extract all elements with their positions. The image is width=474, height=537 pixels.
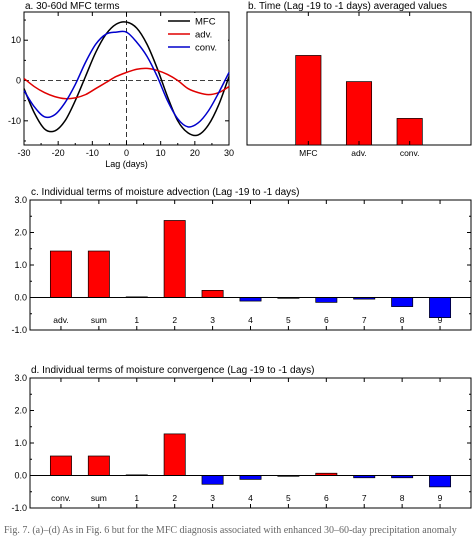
series-line-1	[23, 67, 230, 100]
bar-sum	[87, 250, 110, 298]
panel-a-title: a. 30-60d MFC terms	[25, 1, 119, 12]
category-label: 7	[362, 493, 367, 503]
y-tick-label: 1.0	[14, 438, 27, 448]
y-tick-label: 3.0	[14, 373, 27, 383]
bar-9	[429, 475, 452, 488]
y-tick-label: 1.0	[14, 260, 27, 270]
legend-label-2: conv.	[195, 43, 217, 54]
x-tick-label: 30	[224, 148, 234, 158]
category-label: 8	[400, 493, 405, 503]
category-label: 8	[400, 315, 405, 325]
legend-label-0: MFC	[195, 17, 216, 28]
category-label: adv.	[53, 315, 68, 325]
bar-2	[163, 220, 186, 298]
panel-b-bar-chart: b. Time (Lag -19 to -1 days) averaged va…	[246, 1, 472, 158]
category-label: MFC	[299, 148, 317, 158]
y-tick-label: -1.0	[11, 325, 27, 335]
category-label: 3	[210, 493, 215, 503]
category-label: 2	[172, 315, 177, 325]
y-tick-label: 0.0	[14, 293, 27, 303]
legend-label-1: adv.	[195, 30, 212, 41]
x-tick-label: -20	[52, 148, 65, 158]
bar-4	[239, 297, 262, 302]
category-label: 6	[324, 315, 329, 325]
bar-6	[315, 297, 338, 303]
x-tick-label: -30	[17, 148, 30, 158]
x-tick-label: 0	[124, 148, 129, 158]
x-tick-label: 10	[156, 148, 166, 158]
category-label: sum	[91, 315, 107, 325]
figure-caption: Fig. 7. (a)–(d) As in Fig. 6 but for the…	[4, 525, 457, 536]
category-label: sum	[91, 493, 107, 503]
panel-b-title: b. Time (Lag -19 to -1 days) averaged va…	[248, 1, 447, 12]
category-label: conv.	[51, 493, 71, 503]
bar-3	[201, 290, 224, 298]
panel-d-frame	[29, 377, 472, 509]
category-label: 1	[134, 493, 139, 503]
y-tick-label: 2.0	[14, 406, 27, 416]
y-tick-label: 3.0	[14, 195, 27, 205]
bar-adv.	[345, 81, 373, 146]
bar-4	[239, 475, 262, 480]
category-label: 1	[134, 315, 139, 325]
y-tick-label: -10	[8, 116, 21, 126]
category-label: 7	[362, 315, 367, 325]
bar-sum	[87, 455, 110, 476]
panel-a-line-chart: a. 30-60d MFC terms -30 -20 -10 0 10 20 30 -10 0 1…	[8, 1, 234, 169]
bar-conv.	[49, 455, 72, 476]
category-label: 4	[248, 315, 253, 325]
category-label: conv.	[400, 148, 420, 158]
panel-c-bar-chart: c. Individual terms of moisture advectio…	[11, 187, 472, 335]
category-label: 6	[324, 493, 329, 503]
category-label: 5	[286, 493, 291, 503]
bar-2	[163, 433, 186, 476]
y-tick-label: 2.0	[14, 228, 27, 238]
category-label: 5	[286, 315, 291, 325]
y-tick-label: 10	[11, 35, 21, 45]
y-tick-label: 0	[16, 76, 21, 86]
category-label: 9	[438, 493, 443, 503]
bar-MFC	[295, 55, 322, 146]
bar-8	[391, 297, 414, 307]
bar-3	[201, 475, 224, 485]
category-label: 2	[172, 493, 177, 503]
panel-d-title: d. Individual terms of moisture converge…	[31, 365, 314, 376]
category-label: 3	[210, 315, 215, 325]
category-label: 4	[248, 493, 253, 503]
y-tick-label: -1.0	[11, 503, 27, 513]
bar-conv.	[396, 118, 423, 146]
x-tick-label: 20	[190, 148, 200, 158]
category-label: 9	[438, 315, 443, 325]
bar-adv.	[49, 250, 72, 298]
panel-d-bar-chart: d. Individual terms of moisture converge…	[11, 365, 472, 513]
series-line-0	[23, 21, 230, 137]
x-tick-label: -10	[86, 148, 99, 158]
category-label: adv.	[351, 148, 366, 158]
panel-c-title: c. Individual terms of moisture advectio…	[31, 187, 299, 198]
series-line-2	[23, 30, 230, 128]
x-axis-label: Lag (days)	[105, 159, 148, 169]
y-tick-label: 0.0	[14, 471, 27, 481]
